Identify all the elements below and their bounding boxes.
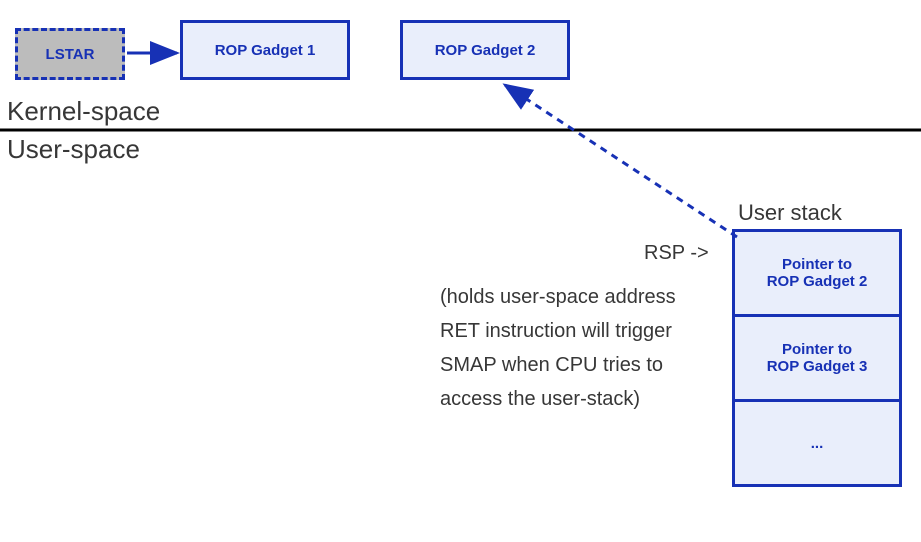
note-line: access the user-stack)	[440, 382, 676, 416]
note-line: SMAP when CPU tries to	[440, 348, 676, 382]
user-stack-title: User stack	[738, 200, 842, 226]
gadget2-box: ROP Gadget 2	[400, 20, 570, 80]
user-stack: Pointer to ROP Gadget 2Pointer to ROP Ga…	[732, 232, 902, 487]
gadget1-label: ROP Gadget 1	[215, 42, 316, 59]
stack-cell: Pointer to ROP Gadget 2	[732, 229, 902, 317]
stack-cell: ...	[732, 399, 902, 487]
note-line: RET instruction will trigger	[440, 314, 676, 348]
gadget1-box: ROP Gadget 1	[180, 20, 350, 80]
lstar-box: LSTAR	[15, 28, 125, 80]
note-text: (holds user-space addressRET instruction…	[440, 280, 676, 416]
stack-cell: Pointer to ROP Gadget 3	[732, 314, 902, 402]
arrow-stack-to-gadget2	[505, 85, 737, 237]
lstar-label: LSTAR	[46, 46, 95, 63]
kernel-space-label: Kernel-space	[7, 96, 160, 127]
gadget2-label: ROP Gadget 2	[435, 42, 536, 59]
rsp-label: RSP ->	[644, 242, 709, 265]
user-space-label: User-space	[7, 134, 140, 165]
note-line: (holds user-space address	[440, 280, 676, 314]
